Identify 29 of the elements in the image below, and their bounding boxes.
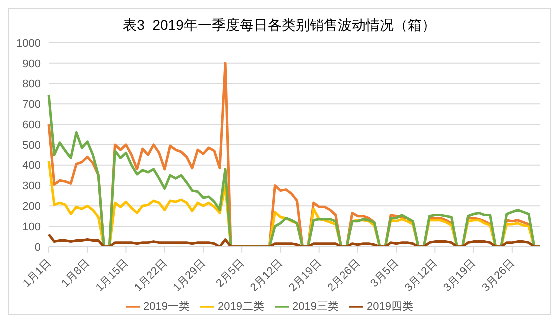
y-tick-label: 600 <box>22 119 41 132</box>
x-tick-label: 2月26日 <box>326 257 363 294</box>
y-tick-label: 400 <box>22 160 41 172</box>
x-tick-label: 1月29日 <box>171 257 208 294</box>
legend-label: 2019四类 <box>366 300 414 313</box>
chart-title: 表3 2019年一季度每日各类别销售波动情况（箱） <box>122 16 437 35</box>
y-tick-label: 0 <box>34 242 41 254</box>
y-tick-label: 500 <box>22 140 41 152</box>
x-tick-label: 3月5日 <box>368 257 402 290</box>
x-tick-label: 3月12日 <box>403 257 440 294</box>
x-tick-label: 3月26日 <box>480 257 518 294</box>
y-tick-label: 300 <box>22 180 41 193</box>
x-tick-label: 2月5日 <box>214 257 247 290</box>
legend-label: 2019二类 <box>218 300 264 313</box>
legend-label: 2019三类 <box>292 300 339 313</box>
y-tick-label: 700 <box>22 99 41 112</box>
x-tick-label: 1月22日 <box>132 257 170 294</box>
x-tick-label: 2月12日 <box>248 257 286 294</box>
x-tick-label: 2月19日 <box>287 257 324 294</box>
y-tick-label: 200 <box>22 201 41 214</box>
y-tick-label: 800 <box>22 78 41 91</box>
y-tick-label: 1000 <box>16 38 41 50</box>
y-tick-label: 900 <box>22 58 41 70</box>
x-tick-label: 1月15日 <box>94 257 132 294</box>
legend-label: 2019一类 <box>144 300 190 313</box>
x-tick-label: 1月1日 <box>21 257 54 290</box>
x-tick-label: 3月19日 <box>442 257 479 294</box>
y-tick-label: 100 <box>22 221 41 234</box>
x-tick-label: 1月8日 <box>60 257 92 290</box>
